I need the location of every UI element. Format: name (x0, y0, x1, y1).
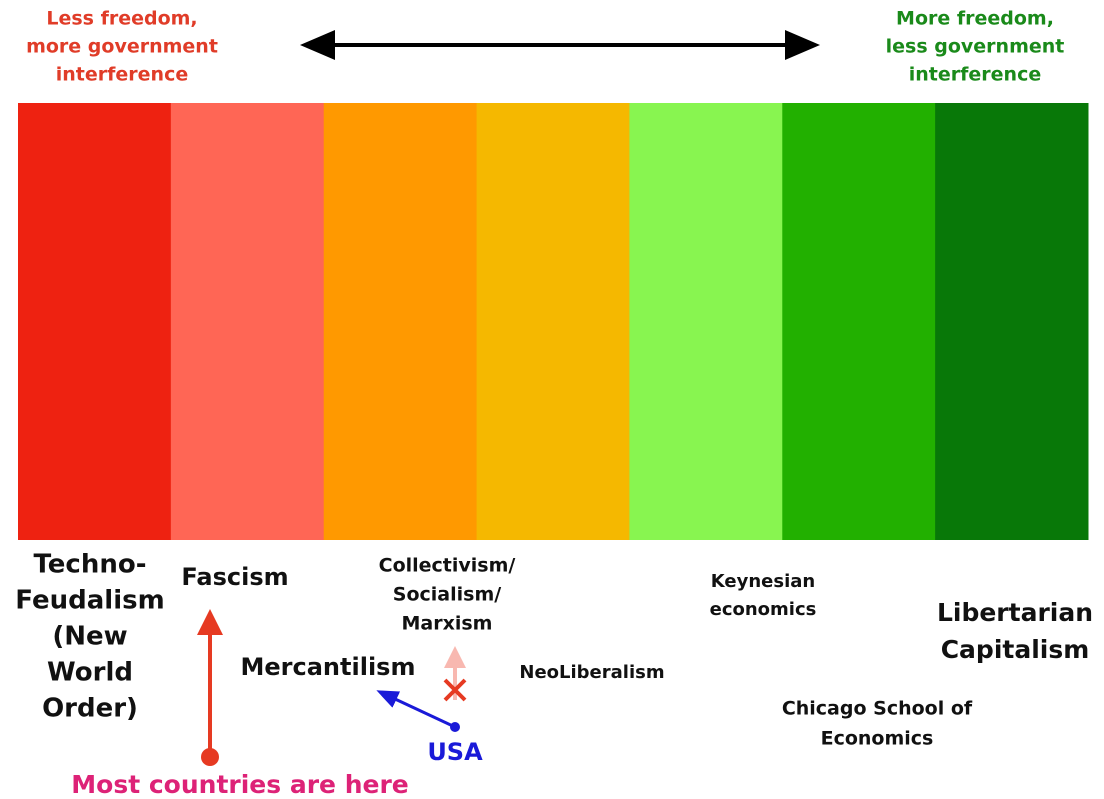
label: NeoLiberalism (519, 662, 664, 683)
label: Collectivism/ (379, 555, 516, 577)
arrow-head-left (300, 30, 335, 60)
labels: Less freedom, more government interference… (15, 8, 1093, 799)
spectrum-band (170, 103, 325, 540)
label: (New (52, 622, 127, 652)
spectrum-band (18, 103, 172, 540)
red-dot (201, 748, 219, 766)
label: Chicago School of (782, 698, 973, 720)
spectrum-band (476, 103, 630, 540)
label: Economics (821, 728, 934, 750)
spectrum-band (323, 103, 478, 540)
spectrum-band (935, 103, 1089, 540)
label: Order) (42, 694, 138, 724)
label: Feudalism (15, 586, 164, 616)
label: Socialism/ (393, 584, 501, 606)
label: Libertarian (937, 598, 1093, 627)
header-left: more government (26, 36, 218, 58)
header-right: More freedom, (896, 8, 1054, 30)
header-left: Less freedom, (46, 8, 197, 30)
header-right: interference (909, 64, 1041, 86)
label: Capitalism (941, 635, 1090, 664)
header-right: less government (886, 36, 1065, 58)
label: Techno- (33, 550, 146, 580)
usa-label: USA (427, 738, 483, 766)
label: Fascism (181, 563, 288, 591)
blue-arrow (376, 690, 456, 729)
label: Marxism (402, 613, 493, 635)
label: economics (710, 599, 817, 620)
spectrum-band (782, 103, 936, 540)
label: Mercantilism (241, 653, 416, 681)
header-left: interference (56, 64, 188, 86)
arrow-head-right (785, 30, 820, 60)
spectrum-band (629, 103, 783, 540)
cross-mark (443, 678, 467, 702)
spectrum (18, 103, 1089, 540)
most-countries-label: Most countries are here (71, 770, 408, 799)
blue-dot (450, 722, 460, 732)
label: Keynesian (711, 571, 815, 592)
label: World (47, 658, 133, 688)
